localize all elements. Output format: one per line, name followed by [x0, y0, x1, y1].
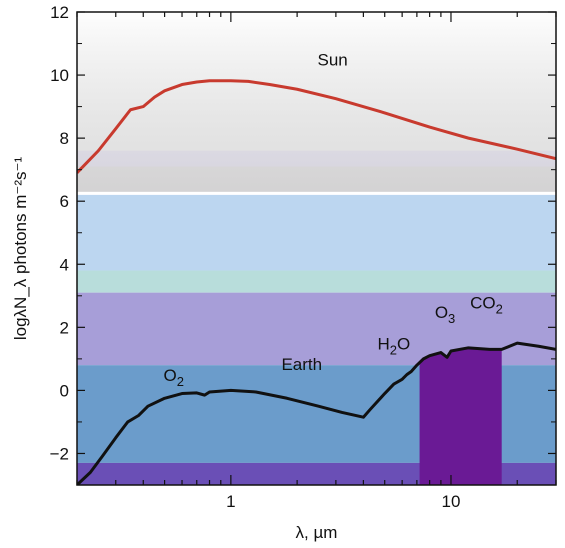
series-line-earth	[77, 341, 556, 485]
background-fade	[77, 12, 556, 192]
annotation-label: Sun	[318, 51, 348, 70]
y-tick-label: 10	[50, 66, 69, 85]
y-tick-label: −2	[50, 444, 69, 463]
y-tick-label: 8	[60, 129, 69, 148]
plot-frame	[76, 11, 557, 486]
x-tick-label: 10	[442, 492, 461, 511]
annotation-label: H2O	[377, 334, 410, 357]
x-axis-title: λ, µm	[296, 523, 338, 542]
annotation-label: O3	[435, 303, 455, 326]
absorption-band	[419, 347, 502, 485]
x-tick-label: 1	[226, 492, 235, 511]
y-tick-label: 2	[60, 318, 69, 337]
annotation-label: O2	[163, 366, 183, 389]
y-tick-label: 4	[60, 255, 69, 274]
y-tick-label: 12	[50, 3, 69, 22]
y-tick-label: 0	[60, 381, 69, 400]
y-axis-title: logλN_λ photons m⁻²s⁻¹	[11, 157, 30, 341]
y-tick-label: 6	[60, 192, 69, 211]
annotation-label: CO2	[470, 293, 503, 316]
annotation-label: Earth	[281, 355, 322, 374]
series-line-sun	[77, 79, 556, 174]
background-band	[77, 270, 556, 293]
